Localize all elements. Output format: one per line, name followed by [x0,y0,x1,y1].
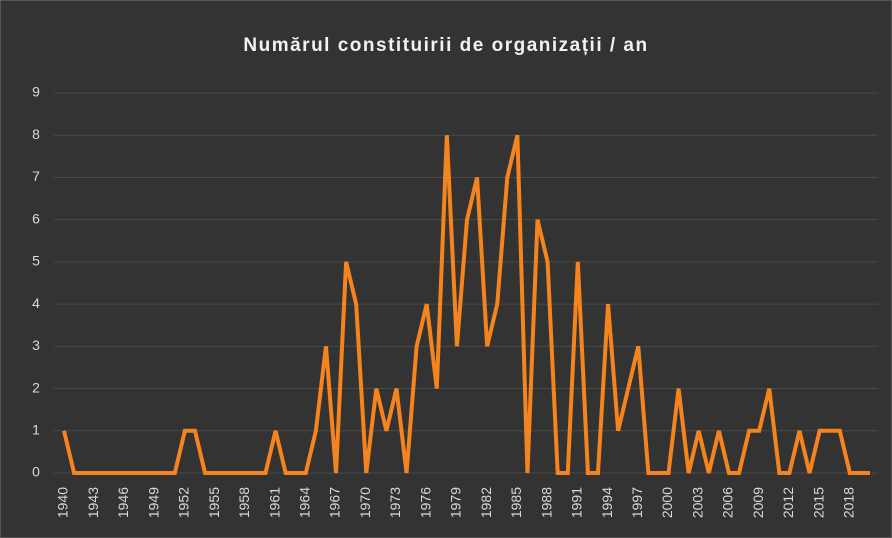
y-tick-label: 5 [32,253,40,269]
x-tick-label: 1976 [417,487,433,518]
y-tick-label: 3 [32,337,40,353]
data-line [62,134,870,475]
x-tick-label: 1997 [629,487,645,518]
x-tick-label: 2015 [810,487,826,518]
x-tick-label: 1973 [387,487,403,518]
x-tick-label: 1952 [176,487,192,518]
x-tick-label: 1943 [85,487,101,518]
x-tick-label: 1994 [599,487,615,518]
y-tick-label: 0 [32,464,40,480]
chart-title: Numărul constituirii de organizații / an [243,35,648,56]
y-tick-label: 9 [32,84,40,100]
x-tick-label: 1940 [55,487,71,518]
x-tick-label: 1949 [145,487,161,518]
x-tick-label: 2009 [750,487,766,518]
y-tick-label: 4 [32,295,40,311]
x-tick-label: 2012 [780,487,796,518]
y-tick-label: 2 [32,379,40,395]
x-tick-label: 1970 [357,487,373,518]
y-tick-label: 7 [32,168,40,184]
x-tick-label: 1961 [266,487,282,518]
x-tick-label: 2003 [689,487,705,518]
x-tick-label: 1964 [297,487,313,518]
y-tick-label: 6 [32,210,40,226]
x-tick-label: 2006 [720,487,736,518]
x-tick-label: 1946 [115,487,131,518]
y-tick-label: 1 [32,421,40,437]
x-tick-label: 1958 [236,487,252,518]
x-tick-label: 1991 [569,487,585,518]
x-tick-label: 1985 [508,487,524,518]
x-tick-label: 2000 [659,487,675,518]
x-tick-label: 2018 [841,487,857,518]
x-tick-label: 1955 [206,487,222,518]
x-tick-label: 1979 [448,487,464,518]
y-tick-label: 8 [32,126,40,142]
x-tick-label: 1967 [327,487,343,518]
x-tick-label: 1988 [538,487,554,518]
x-tick-label: 1982 [478,487,494,518]
